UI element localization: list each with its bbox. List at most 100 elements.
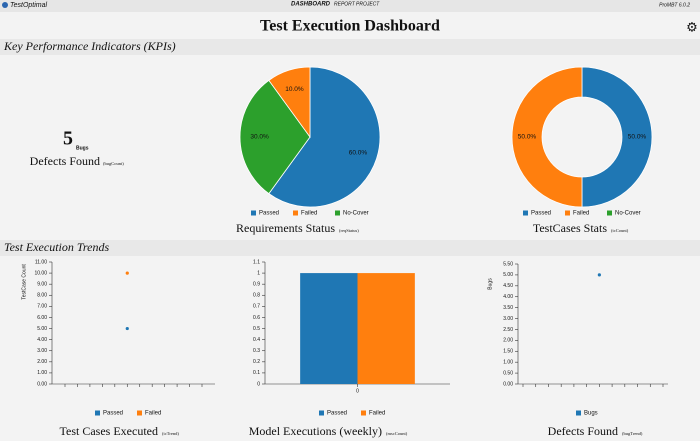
slice-label: 60.0%: [349, 149, 368, 156]
y-tick-label: 4.50: [503, 283, 513, 289]
y-tick-label: 5.00: [503, 272, 513, 278]
y-tick-label: 11.00: [35, 259, 47, 265]
chart-subtitle: (tcTrend): [162, 431, 179, 436]
y-tick-label: 0.4: [253, 337, 260, 343]
y-axis-label: Bugs: [487, 278, 493, 290]
settings-gear[interactable]: ⚙: [686, 19, 698, 34]
chart-title: Defects Found: [548, 424, 618, 438]
slice: [239, 79, 311, 195]
y-tick-label: 4.00: [503, 294, 513, 300]
slice-label: 10.0%: [285, 86, 304, 93]
chart-title: Model Executions (weekly): [249, 424, 382, 438]
legend-label: Failed: [301, 211, 317, 217]
y-tick-label: 0.50: [503, 370, 513, 376]
x-tick-label: 0: [356, 388, 359, 394]
kpi-unit: Bugs: [76, 145, 89, 151]
y-tick-label: 3.50: [503, 305, 513, 311]
point: [597, 273, 601, 277]
legend-swatch: [607, 210, 612, 216]
y-tick-label: 3.00: [503, 316, 513, 322]
y-tick-label: 1.00: [503, 360, 513, 366]
y-tick-label: 0.2: [253, 359, 260, 365]
point: [125, 326, 129, 331]
slice: [268, 66, 311, 139]
page-title: Test Execution Dashboard: [260, 18, 440, 35]
y-tick-label: 8.00: [37, 293, 47, 299]
section-title: Key Performance Indicators (KPIs): [3, 39, 176, 53]
point: [125, 271, 129, 275]
kpi-value: 5: [63, 128, 73, 150]
legend-label: Passed: [259, 211, 279, 217]
section-band: [0, 39, 700, 55]
y-tick-label: 7.00: [37, 304, 47, 310]
y-tick-label: 1.50: [503, 349, 513, 355]
y-tick-label: 6.00: [37, 315, 47, 321]
y-tick-label: 0.8: [253, 293, 260, 299]
legend-swatch: [523, 210, 528, 216]
chart-subtitle: (bugTrend): [622, 431, 643, 436]
legend-swatch: [565, 210, 570, 216]
legend-swatch: [251, 210, 256, 216]
y-tick-label: 2.00: [37, 359, 47, 365]
slice-label: 50.0%: [628, 134, 647, 141]
y-tick-label: 0.6: [253, 315, 260, 321]
y-tick-label: 2.00: [503, 338, 513, 344]
y-tick-label: 9.00: [37, 282, 47, 288]
logo-icon: [2, 2, 8, 8]
slice-label: 30.0%: [250, 134, 269, 141]
y-tick-label: 3.00: [37, 348, 47, 354]
y-tick-label: 0.00: [37, 381, 47, 387]
chart-title: Test Cases Executed: [60, 424, 158, 438]
y-tick-label: 5.50: [503, 261, 513, 267]
legend-label: Bugs: [584, 411, 598, 417]
y-tick-label: 1: [257, 270, 260, 276]
logo[interactable]: TestOptimal: [10, 2, 48, 9]
chart-subtitle: (tcCount): [611, 228, 629, 233]
legend-swatch: [335, 210, 340, 216]
y-tick-label: 0.00: [503, 381, 513, 387]
legend-swatch: [361, 410, 366, 416]
kpi-source: (bugCount): [103, 161, 124, 166]
legend-label: Passed: [327, 411, 347, 417]
y-tick-label: 1.1: [253, 259, 260, 265]
nav-report[interactable]: REPORT: [334, 1, 356, 7]
chart-title: Requirements Status: [236, 221, 335, 235]
y-tick-label: 0.7: [253, 304, 260, 310]
y-tick-label: 1.00: [37, 370, 47, 376]
legend-label: Passed: [103, 411, 123, 417]
y-tick-label: 0.3: [253, 348, 260, 354]
y-tick-label: 10.00: [34, 270, 47, 276]
legend-label: No-Cover: [615, 211, 641, 217]
legend-swatch: [137, 410, 142, 416]
chart-subtitle: (mscCount): [386, 431, 408, 436]
chart-title: TestCases Stats: [533, 221, 607, 235]
y-tick-label: 0: [257, 381, 260, 387]
bar: [357, 273, 415, 384]
y-tick-label: 2.50: [503, 327, 513, 333]
y-axis-label: TestCase Count: [21, 264, 27, 300]
chart-subtitle: (reqStatus): [339, 228, 359, 233]
legend-swatch: [293, 210, 298, 216]
nav-dashboard[interactable]: DASHBOARD: [291, 2, 331, 8]
nav-project[interactable]: PROJECT: [356, 1, 380, 7]
legend-swatch: [319, 410, 324, 416]
legend-label: No-Cover: [343, 211, 369, 217]
slice: [581, 66, 653, 208]
y-tick-label: 0.5: [253, 326, 260, 332]
legend-label: Failed: [145, 411, 161, 417]
y-tick-label: 4.00: [37, 337, 47, 343]
legend-label: Passed: [531, 211, 551, 217]
legend-swatch: [95, 410, 100, 416]
section-band: [0, 240, 700, 256]
version: ProMBT 6.0.2: [659, 2, 690, 8]
slice: [511, 66, 583, 208]
bar: [300, 273, 358, 384]
legend-label: Failed: [369, 411, 385, 417]
y-tick-label: 0.9: [253, 282, 260, 288]
slice-label: 50.0%: [518, 134, 537, 141]
legend-label: Failed: [573, 211, 589, 217]
top-bar: [0, 0, 700, 12]
slice: [268, 66, 381, 208]
legend-swatch: [576, 410, 581, 416]
